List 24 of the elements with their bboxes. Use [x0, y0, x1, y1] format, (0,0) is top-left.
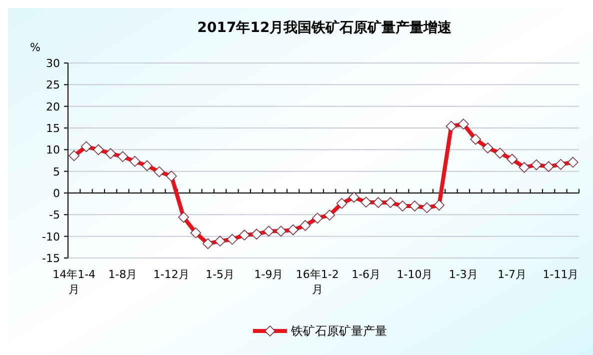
y-tick-label: 25: [46, 78, 60, 92]
y-axis-title: %: [30, 41, 40, 54]
y-tick-label: 20: [46, 100, 60, 114]
x-tick-label: 1-6月: [352, 268, 381, 281]
x-tick-label: 1-8月: [108, 268, 138, 281]
y-tick-label: -5: [49, 208, 60, 222]
x-tick-label: 14年1-4月: [52, 268, 96, 296]
x-tick-label: 1-3月: [448, 268, 478, 281]
y-tick-label: 10: [46, 144, 60, 157]
x-tick-label: 1-12月: [153, 268, 190, 281]
y-tick-label: -15: [42, 252, 60, 265]
y-tick-label: -10: [42, 230, 60, 244]
y-tick-label: 15: [46, 122, 60, 135]
chart-title: 2017年12月我国铁矿石原矿量产量增速: [197, 19, 453, 36]
x-tick-label: 1-9月: [254, 268, 284, 281]
x-tick-label: 1-10月: [396, 268, 433, 281]
x-tick-label: 1-7月: [498, 268, 527, 281]
x-tick-label: 16年1-2月: [296, 268, 339, 296]
x-tick-label: 1-11月: [542, 268, 579, 281]
x-tick-label: 1-5月: [206, 268, 235, 281]
y-tick-label: 0: [53, 187, 60, 200]
legend-label: 铁矿石原矿量产量: [290, 324, 387, 338]
y-tick-label: 30: [46, 57, 60, 70]
y-tick-label: 5: [53, 165, 60, 178]
